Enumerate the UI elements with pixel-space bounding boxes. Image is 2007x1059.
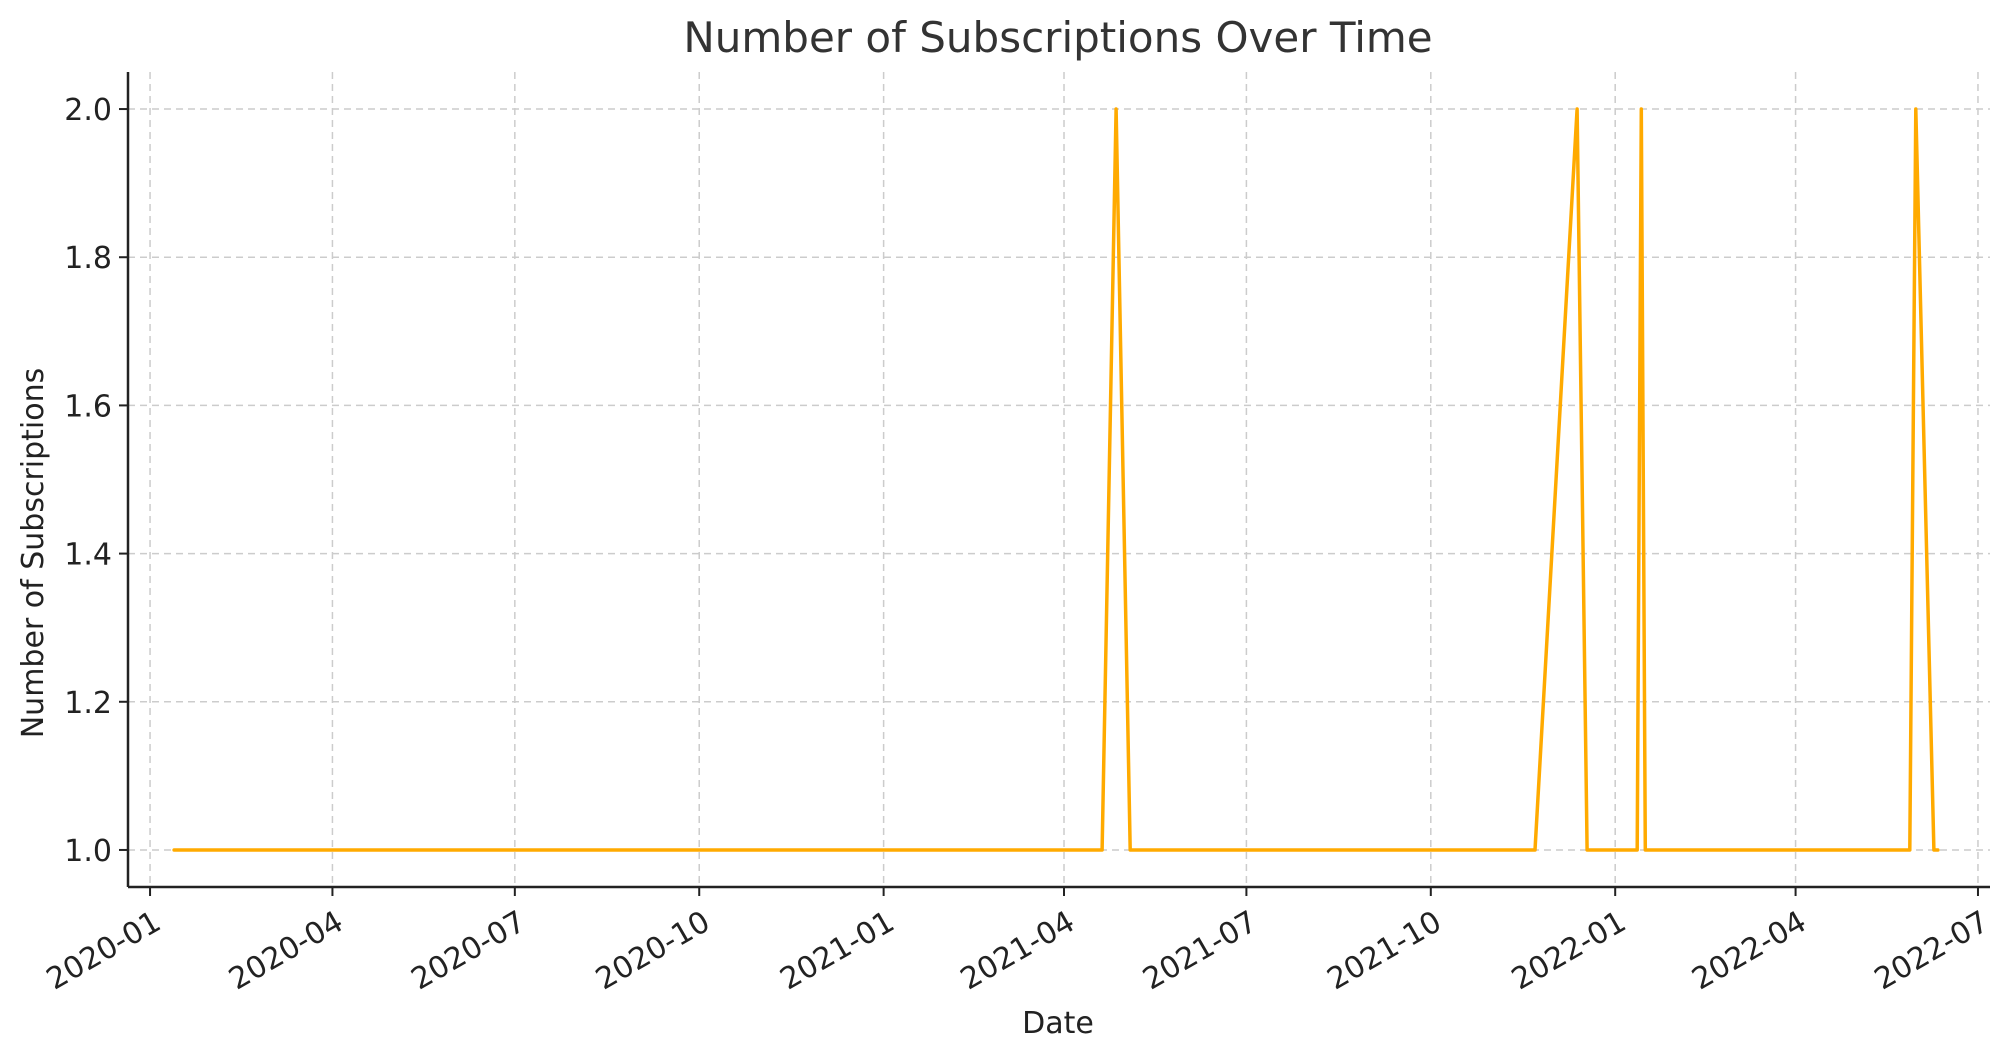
x-tick-label: 2021-01	[774, 904, 900, 997]
x-tick-label: 2022-01	[1506, 904, 1632, 997]
x-tick-label: 2021-07	[1137, 904, 1263, 997]
x-tick-label: 2020-04	[223, 904, 349, 997]
y-tick-label: 2.0	[64, 93, 112, 128]
chart-title: Number of Subscriptions Over Time	[683, 13, 1432, 62]
x-tick-label: 2021-04	[955, 904, 1081, 997]
x-tick-label: 2020-07	[406, 904, 532, 997]
x-tick-label: 2022-07	[1869, 904, 1995, 997]
x-tick-label: 2020-01	[41, 904, 167, 997]
y-tick-label: 1.8	[64, 241, 112, 276]
y-tick-label: 1.2	[64, 686, 112, 721]
y-tick-label: 1.0	[64, 834, 112, 869]
y-tick-label: 1.4	[64, 538, 112, 573]
x-tick-label: 2021-10	[1322, 904, 1448, 997]
axis-ticks: 2020-01 2020-04 2020-07 2020-10 2021-01 2021-…	[41, 93, 1995, 997]
series-line-0	[172, 107, 1940, 852]
x-tick-label: 2020-10	[590, 904, 716, 997]
x-axis-label: Date	[1022, 1006, 1094, 1041]
y-axis-label: Number of Subscriptions	[16, 368, 51, 739]
grid-lines	[128, 72, 1990, 887]
series-layer	[172, 107, 1940, 852]
y-tick-label: 1.6	[64, 389, 112, 424]
x-tick-label: 2022-04	[1686, 904, 1812, 997]
